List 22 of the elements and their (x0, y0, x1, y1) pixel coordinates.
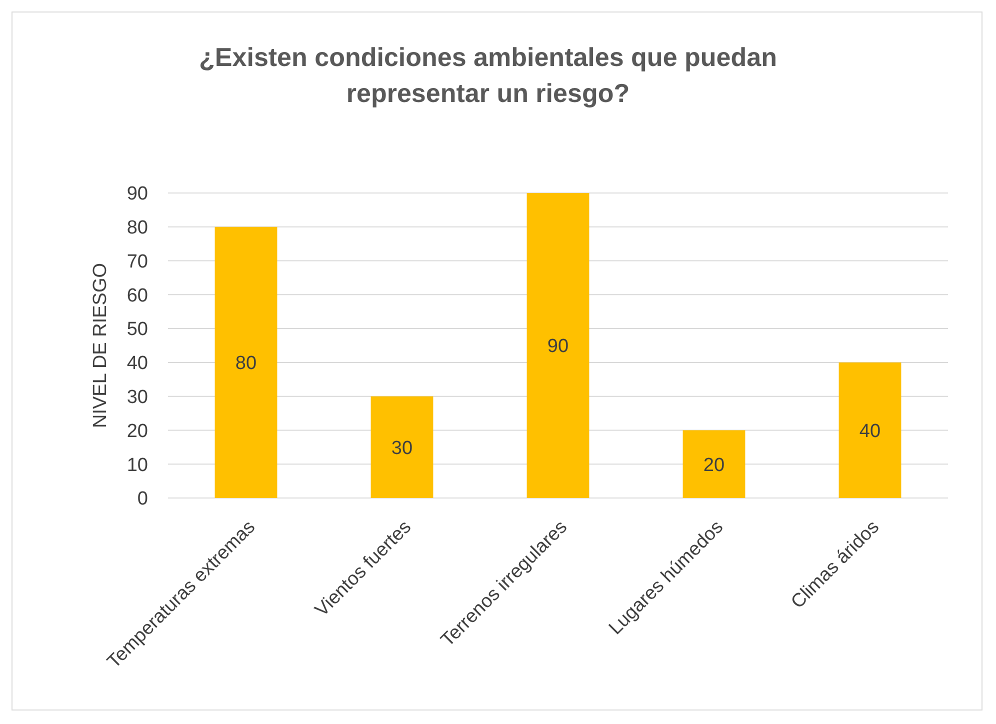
data-label: 90 (547, 336, 569, 358)
y-tick-label: 90 (126, 184, 148, 205)
bar (682, 430, 746, 498)
y-tick-label: 80 (126, 218, 148, 239)
bar (214, 226, 278, 498)
y-tick-label: 0 (137, 488, 148, 510)
y-axis-title: NIVEL DE RIESGO (90, 262, 111, 428)
y-tick-label: 70 (126, 251, 148, 272)
chart-title: ¿Existen condiciones ambientales que puedan representar un riesgo? (199, 42, 777, 108)
data-label: 80 (235, 353, 257, 374)
y-tick-label: 50 (126, 319, 148, 340)
y-tick-label: 40 (126, 353, 148, 374)
data-label: 30 (391, 438, 413, 459)
y-tick-label: 30 (126, 386, 148, 408)
data-label: 20 (703, 454, 725, 476)
y-tick-label: 60 (126, 285, 148, 306)
y-tick-label: 20 (126, 420, 148, 442)
data-label: 40 (859, 420, 881, 442)
y-tick-label: 10 (126, 454, 148, 476)
bar (370, 396, 434, 498)
bar (838, 362, 902, 498)
bar (526, 193, 590, 498)
